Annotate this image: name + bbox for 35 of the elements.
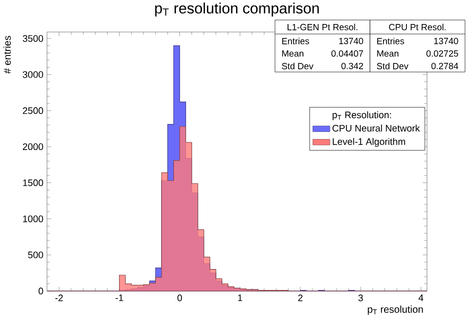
text: CPU Pt Resol. [389,24,446,30]
y-tick-label: 500 [28,252,44,258]
y-tick-label: 0 [38,288,44,294]
x-tick-label: 3 [358,294,363,302]
x-tick-label: -2 [55,294,63,302]
x-tick-label: 1 [238,294,242,302]
chart-title: p$_{T}$ resolution comparison [155,2,319,16]
x-tick-label: 2 [298,294,302,302]
annotation: Entries [282,38,310,44]
legend-label: Level-1 Algorithm [332,138,406,147]
y-axis-title: # entries [3,36,11,74]
annotation: Std Dev [376,62,408,70]
annotation: 13740 [339,38,364,44]
x-tick-label: -1 [116,294,124,302]
y-tick-label: 2500 [22,107,44,114]
y-tick-label: 1500 [23,179,44,186]
text: 13740 [434,38,458,44]
annotation: 0.02725 [426,50,458,57]
x-axis-title: p$_{T}$ resolution [368,306,423,315]
annotation: Mean [377,50,398,57]
annotation: 0.342 [341,62,364,70]
x-tick-label: 0 [177,294,182,302]
text: L1-GEN Pt Resol. [288,24,358,30]
annotation: Std Dev [282,62,314,70]
y-tick-label: 2000 [22,143,44,150]
text: 0.2784 [431,62,458,70]
annotation: 0.04407 [331,50,364,57]
y-tick-label: 3000 [22,71,44,78]
annotation: Mean [282,50,304,57]
legend-label: CPU Neural Network [332,124,420,132]
annotation: Entries [377,38,404,44]
y-tick-label: 3500 [22,35,44,42]
legend-title: p$_{T}$ Resolution: [332,111,391,120]
y-tick-label: 1000 [23,216,44,222]
x-tick-label: 4 [418,294,424,302]
